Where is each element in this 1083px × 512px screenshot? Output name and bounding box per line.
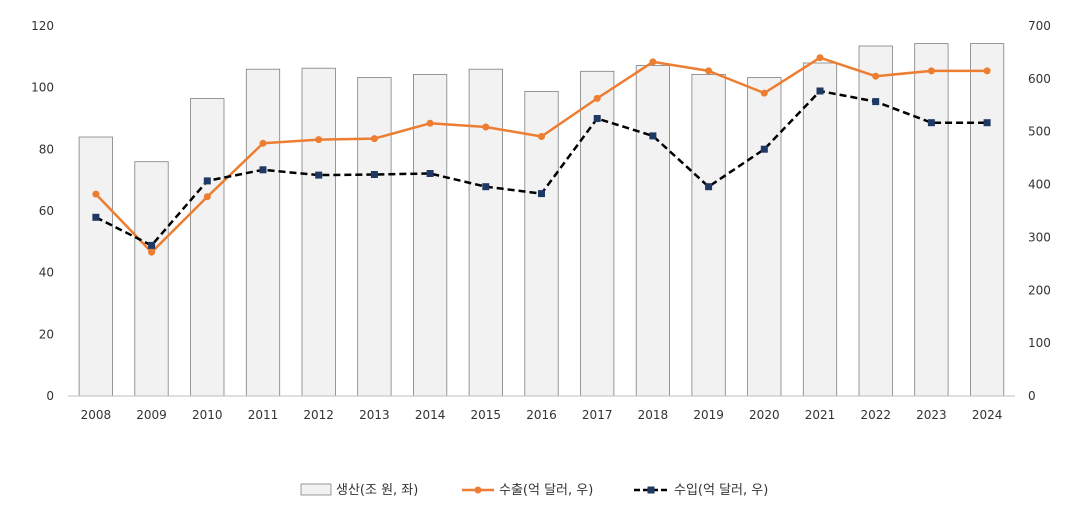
right-axis-tick-label: 700 (1028, 19, 1051, 33)
import-point (705, 183, 713, 191)
export-point (983, 67, 991, 75)
right-axis-tick-label: 0 (1028, 389, 1036, 403)
bar-series (78, 43, 1005, 397)
right-axis-tick-label: 500 (1028, 125, 1051, 139)
bar (970, 43, 1005, 397)
legend-label-import: 수입(억 달러, 우) (674, 483, 768, 498)
import-point (649, 132, 657, 140)
import-point (760, 145, 768, 153)
export-point (705, 67, 713, 75)
legend-marker-export (474, 486, 482, 494)
import-point (148, 241, 156, 249)
bar (190, 98, 225, 397)
x-axis-tick-label: 2018 (638, 408, 669, 422)
left-axis-tick-label: 80 (39, 142, 54, 156)
left-axis-tick-label: 20 (39, 327, 54, 341)
export-point (259, 139, 267, 147)
export-point (203, 193, 211, 201)
x-axis-tick-label: 2012 (303, 408, 334, 422)
x-axis-tick-label: 2013 (359, 408, 390, 422)
bar (691, 74, 726, 397)
right-axis-tick-label: 300 (1028, 230, 1051, 244)
legend: 생산(조 원, 좌) 수출(억 달러, 우) 수입(억 달러, 우) (300, 483, 768, 498)
x-axis: 2008 2009 2010 2011 2012 2013 2014 2015 2016 2017… (81, 408, 1003, 422)
export-point (315, 136, 323, 144)
legend-label-production: 생산(조 원, 좌) (336, 483, 418, 498)
left-axis-tick-label: 0 (46, 389, 54, 403)
x-axis-tick-label: 2021 (805, 408, 836, 422)
legend-marker-import (647, 486, 655, 494)
x-axis-tick-label: 2023 (916, 408, 947, 422)
x-axis-tick-label: 2009 (136, 408, 167, 422)
legend-swatch-production (300, 483, 332, 496)
x-axis-tick-label: 2020 (749, 408, 780, 422)
x-axis-tick-label: 2010 (192, 408, 223, 422)
import-point (538, 190, 545, 198)
left-axis-tick-label: 100 (31, 81, 54, 95)
bar (412, 74, 448, 397)
x-axis-tick-label: 2024 (972, 408, 1003, 422)
export-point (649, 58, 657, 66)
export-point (927, 67, 935, 75)
export-point (872, 72, 880, 80)
export-point (482, 123, 490, 131)
import-point (315, 171, 323, 179)
left-axis-tick-label: 60 (39, 204, 54, 218)
left-axis-tick-label: 120 (31, 19, 54, 33)
right-axis-tick-label: 200 (1028, 283, 1051, 297)
x-axis-tick-label: 2015 (471, 408, 502, 422)
bar (301, 67, 336, 397)
export-point (816, 54, 824, 62)
bar (914, 43, 949, 397)
left-axis: 0 20 40 60 80 100 120 (31, 19, 54, 403)
import-point (92, 213, 100, 221)
bar (747, 77, 782, 397)
bar (357, 77, 392, 397)
import-point (482, 183, 490, 191)
bar (468, 68, 503, 397)
x-axis-tick-label: 2017 (582, 408, 613, 422)
import-point (370, 171, 378, 178)
x-axis-tick-label: 2016 (526, 408, 557, 422)
line-series (92, 54, 991, 256)
bar (245, 68, 281, 397)
export-point (92, 190, 100, 198)
right-axis: 0 100 200 300 400 500 600 700 (1028, 19, 1051, 403)
export-point (538, 133, 545, 140)
x-axis-tick-label: 2008 (81, 408, 112, 422)
import-point (983, 119, 991, 127)
bar (134, 161, 169, 397)
import-point (593, 115, 601, 122)
export-point (426, 119, 434, 127)
export-point (760, 89, 768, 97)
import-point (259, 166, 267, 174)
import-point (927, 119, 935, 127)
right-axis-tick-label: 100 (1028, 336, 1051, 350)
right-axis-tick-label: 600 (1028, 72, 1051, 86)
import-point (872, 98, 880, 106)
export-point (148, 248, 156, 256)
x-axis-tick-label: 2014 (415, 408, 446, 422)
x-axis-tick-label: 2011 (248, 408, 279, 422)
export-point (370, 135, 378, 143)
import-point (203, 177, 211, 185)
left-axis-tick-label: 40 (39, 266, 54, 280)
import-point (426, 170, 434, 177)
x-axis-tick-label: 2022 (860, 408, 891, 422)
bar (524, 91, 559, 397)
import-point (816, 87, 824, 95)
export-point (593, 94, 601, 102)
right-axis-tick-label: 400 (1028, 178, 1051, 192)
x-axis-tick-label: 2019 (693, 408, 724, 422)
bar (580, 70, 615, 397)
bar (635, 65, 671, 397)
legend-label-export: 수출(억 달러, 우) (499, 483, 593, 498)
bar (802, 62, 838, 397)
bar (78, 136, 113, 397)
